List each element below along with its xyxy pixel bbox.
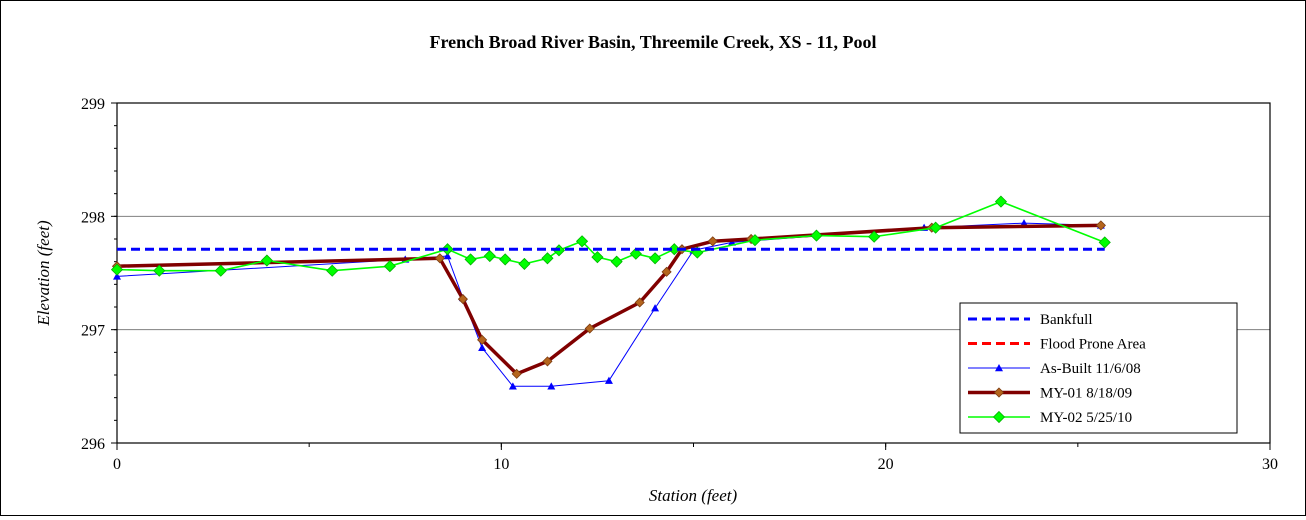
data-point-triangle <box>995 364 1003 372</box>
legend-label: MY-02 5/25/10 <box>1040 410 1132 426</box>
data-point-diamond <box>1098 236 1111 249</box>
x-tick-label: 10 <box>493 456 509 473</box>
y-tick-label: 296 <box>81 436 105 453</box>
data-point-triangle <box>443 252 452 260</box>
series-3 <box>111 220 1106 379</box>
data-point-diamond <box>810 229 823 242</box>
data-point-triangle <box>1020 219 1029 227</box>
y-tick-label: 297 <box>81 323 105 340</box>
data-point-diamond <box>629 247 642 260</box>
data-point-diamond <box>483 249 496 263</box>
data-point-diamond <box>748 234 762 247</box>
data-point-diamond <box>511 368 522 379</box>
y-tick-label: 298 <box>81 209 105 226</box>
series-line <box>116 222 1101 387</box>
data-point-triangle <box>478 343 487 351</box>
data-point-triangle <box>547 382 556 390</box>
x-axis-label: Station (feet) <box>649 486 738 505</box>
series-line <box>116 223 1101 376</box>
data-point-diamond <box>457 294 468 305</box>
data-point-diamond <box>260 254 273 267</box>
chart-title: French Broad River Basin, Threemile Cree… <box>430 32 877 52</box>
data-point-triangle <box>113 272 121 280</box>
legend-label: As-Built 11/6/08 <box>1040 361 1141 377</box>
data-point-diamond <box>1095 220 1106 231</box>
y-tick-label: 299 <box>81 96 105 113</box>
data-point-triangle <box>508 382 517 390</box>
data-point-diamond <box>541 252 554 265</box>
data-point-diamond <box>584 323 595 334</box>
legend-label: MY-01 8/18/09 <box>1040 386 1132 402</box>
data-point-diamond <box>929 221 942 234</box>
x-tick-label: 30 <box>1262 456 1278 473</box>
legend-label: Flood Prone Area <box>1040 337 1146 353</box>
data-point-diamond <box>326 264 339 277</box>
x-tick-label: 0 <box>113 456 121 473</box>
data-point-diamond <box>868 230 881 243</box>
series-2 <box>113 219 1105 390</box>
data-point-diamond <box>649 252 662 265</box>
data-point-triangle <box>651 304 660 312</box>
axes: 296 297 298 299 0 10 20 30 <box>81 96 1278 473</box>
data-point-diamond <box>434 253 445 264</box>
data-point-diamond <box>661 266 672 277</box>
data-point-diamond <box>383 260 396 273</box>
data-point-diamond <box>477 334 488 345</box>
data-point-diamond <box>610 255 623 268</box>
data-point-diamond <box>214 264 227 277</box>
data-point-diamond <box>110 263 124 276</box>
data-point-diamond <box>634 297 645 308</box>
data-point-diamond <box>499 253 512 266</box>
series-line <box>116 200 1105 272</box>
y-axis-label: Elevation (feet) <box>34 220 53 327</box>
series-4 <box>110 195 1111 277</box>
legend-label: Bankfull <box>1040 312 1093 328</box>
legend: Bankfull Flood Prone Area As-Built 11/6/08… <box>959 302 1238 434</box>
data-point-diamond <box>992 410 1006 424</box>
data-point-diamond <box>575 235 589 248</box>
x-tick-label: 20 <box>878 456 894 473</box>
data-point-diamond <box>153 264 166 277</box>
data-point-diamond <box>707 236 718 247</box>
series-layer <box>110 195 1111 390</box>
data-point-diamond <box>994 195 1008 208</box>
data-point-diamond <box>464 253 477 266</box>
data-point-diamond <box>591 251 604 264</box>
data-point-triangle <box>604 376 613 384</box>
data-point-diamond <box>518 257 531 270</box>
data-point-diamond <box>668 243 681 256</box>
data-point-triangle <box>727 238 736 246</box>
data-point-diamond <box>542 356 553 367</box>
data-point-diamond <box>993 387 1005 398</box>
